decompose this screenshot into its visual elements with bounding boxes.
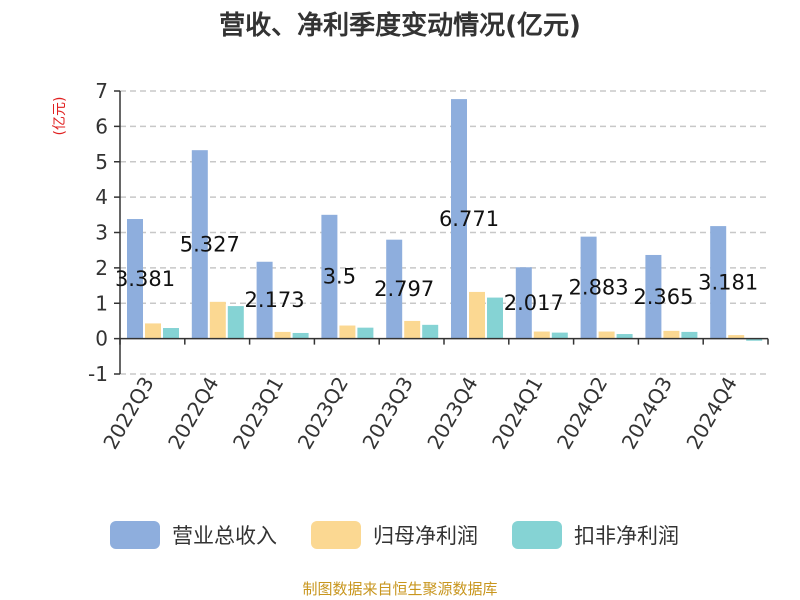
x-tick-label: 2024Q3 <box>617 373 677 454</box>
x-tick-label: 2023Q4 <box>422 373 482 454</box>
bar-revenue <box>451 99 467 339</box>
legend-label: 归母净利润 <box>373 524 478 548</box>
bar-net-profit <box>598 331 615 339</box>
x-tick-label: 2022Q4 <box>163 373 223 454</box>
source-note: 制图数据来自恒生聚源数据库 <box>302 580 497 598</box>
bar-deducted-net-profit <box>616 334 633 339</box>
legend-swatch <box>512 521 562 549</box>
bar-deducted-net-profit <box>357 327 374 339</box>
data-label: 2.365 <box>633 285 693 309</box>
data-label: 2.173 <box>245 288 305 312</box>
y-axis-unit: (亿元) <box>52 97 68 136</box>
bar-net-profit <box>339 325 356 339</box>
bar-net-profit <box>145 323 161 339</box>
x-tick-label: 2024Q1 <box>487 373 547 454</box>
x-tick-label: 2024Q2 <box>552 373 612 454</box>
bar-net-profit <box>533 331 550 339</box>
x-tick-label: 2023Q3 <box>357 373 417 454</box>
legend-label: 扣非净利润 <box>574 524 679 548</box>
bar-net-profit <box>404 320 421 339</box>
bar-net-profit <box>209 301 226 339</box>
y-tick-label: 3 <box>95 221 108 245</box>
y-tick-label: 4 <box>95 185 108 209</box>
bar-revenue <box>580 236 597 339</box>
y-tick-label: 2 <box>95 256 108 280</box>
bar-net-profit <box>274 331 291 339</box>
data-label: 5.327 <box>180 232 240 256</box>
bar-revenue <box>321 214 338 339</box>
bar-revenue <box>256 261 273 339</box>
bar-deducted-net-profit <box>163 328 179 339</box>
x-tick-label: 2023Q1 <box>228 373 288 454</box>
bar-deducted-net-profit <box>487 297 503 339</box>
bar-revenue <box>127 219 143 339</box>
bar-net-profit <box>469 291 485 339</box>
chart-title: 营收、净利季度变动情况(亿元) <box>219 10 581 41</box>
bar-deducted-net-profit <box>746 338 763 341</box>
y-tick-label: -1 <box>88 362 108 386</box>
data-label: 3.181 <box>698 270 758 294</box>
bar-deducted-net-profit <box>422 324 439 339</box>
y-tick-label: 6 <box>95 114 108 138</box>
bar-revenue <box>710 226 727 339</box>
data-label: 2.797 <box>374 277 434 301</box>
data-label: 3.381 <box>115 267 175 291</box>
data-label: 2.883 <box>569 276 629 300</box>
bar-revenue <box>386 239 403 339</box>
bar-deducted-net-profit <box>551 332 568 339</box>
x-tick-label: 2023Q2 <box>293 373 353 454</box>
bar-deducted-net-profit <box>227 306 244 339</box>
data-label: 3.5 <box>323 265 356 289</box>
bar-deducted-net-profit <box>292 332 309 339</box>
bar-net-profit <box>728 335 745 339</box>
bar-revenue <box>191 150 208 339</box>
legend-swatch <box>311 521 361 549</box>
bar-net-profit <box>663 330 680 339</box>
y-tick-label: 5 <box>95 150 108 174</box>
bars <box>127 99 763 341</box>
y-tick-label: 0 <box>95 327 108 351</box>
bar-deducted-net-profit <box>681 331 698 339</box>
x-tick-label: 2024Q4 <box>681 373 741 454</box>
legend-swatch <box>110 521 160 549</box>
y-tick-label: 7 <box>95 79 108 103</box>
legend: 营业总收入 归母净利润 扣非净利润 <box>110 521 679 549</box>
data-label: 2.017 <box>504 291 564 315</box>
bar-revenue <box>645 254 662 339</box>
bar-revenue <box>515 267 532 339</box>
data-label: 6.771 <box>439 207 499 231</box>
legend-label: 营业总收入 <box>172 524 277 548</box>
y-tick-label: 1 <box>95 291 108 315</box>
